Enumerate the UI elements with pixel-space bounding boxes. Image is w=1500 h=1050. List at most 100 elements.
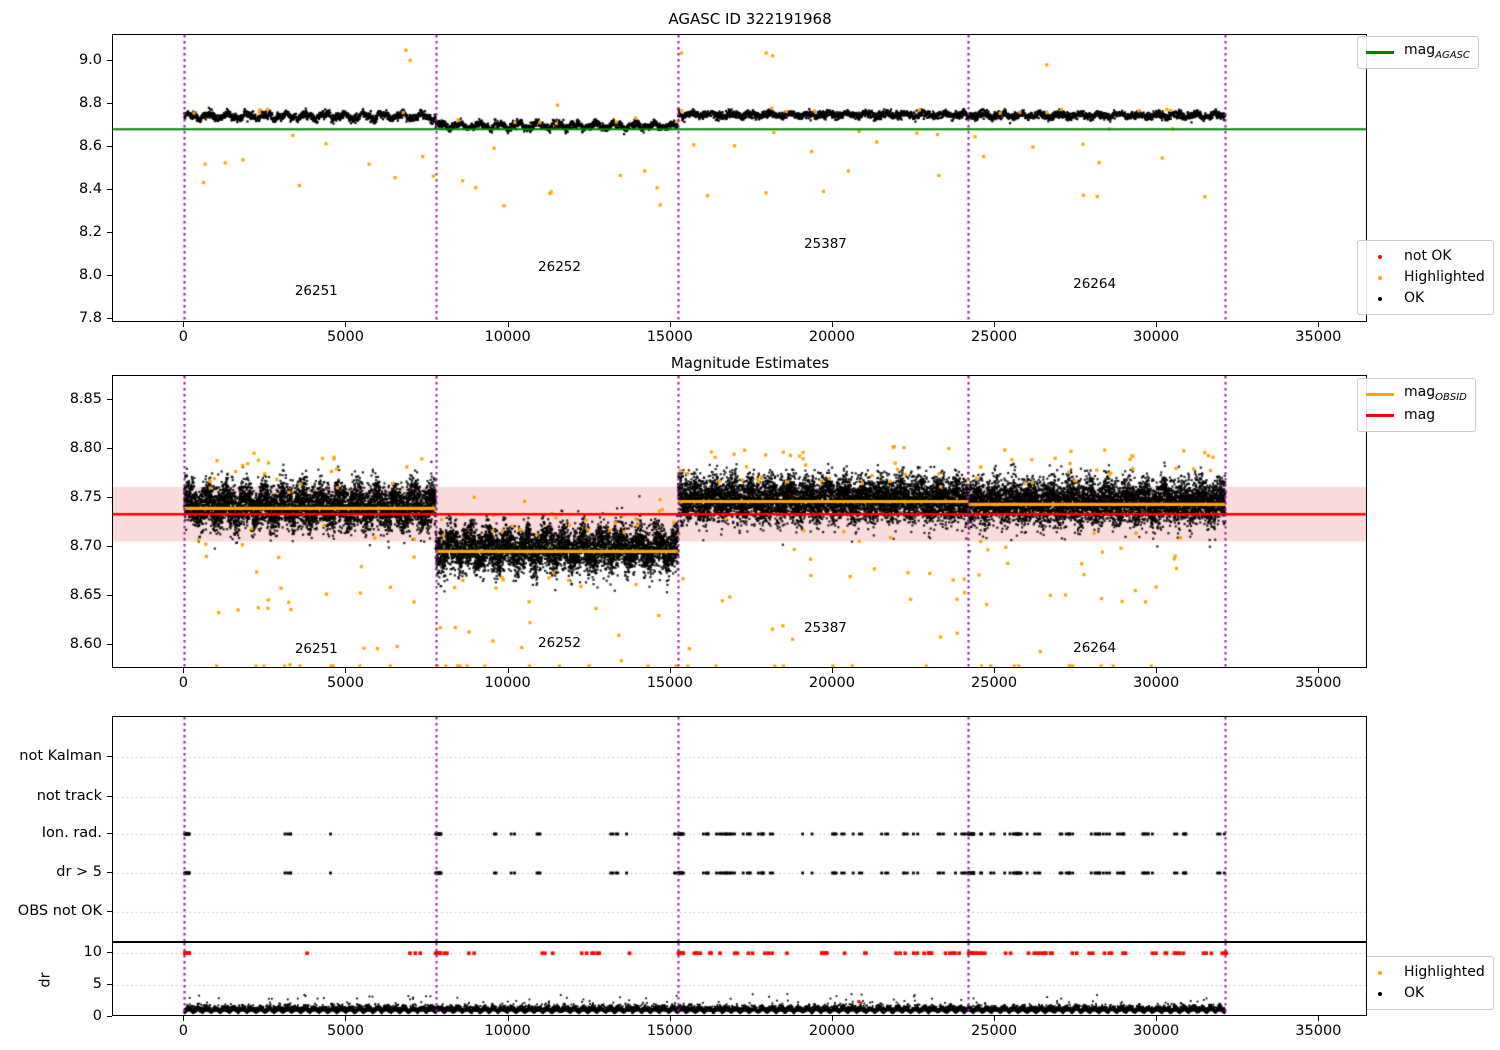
- top-scatter-canvas: [113, 35, 1366, 321]
- legend-item-ok-mid: OK: [1366, 983, 1485, 1004]
- y-tick-label: 7.8: [78, 309, 102, 326]
- legend-label-mag-obsid: magOBSID: [1404, 383, 1467, 403]
- legend-item-mag-obsid: magOBSID: [1366, 384, 1467, 405]
- obsid-label: 25387: [803, 619, 847, 636]
- legend-label-ok-mid: OK: [1404, 985, 1425, 1001]
- legend-item-highlighted-mid: Highlighted: [1366, 962, 1485, 983]
- black-dot-swatch-icon: [1366, 296, 1394, 301]
- green-line-swatch-icon: [1366, 51, 1394, 54]
- legend-label-mag-agasc: magAGASC: [1404, 41, 1470, 61]
- dr-y-tick-label: 5: [92, 976, 102, 993]
- y-tick-mark: [107, 594, 112, 596]
- y-tick-label: 8.60: [69, 635, 102, 652]
- legend-label-highlighted: Highlighted: [1404, 269, 1485, 285]
- legend-item-not-ok: not OK: [1366, 246, 1485, 267]
- flag-row-label: OBS not OK: [17, 903, 102, 919]
- x-tick-mark: [831, 668, 833, 673]
- x-tick-label: 30000: [1133, 675, 1180, 691]
- dr-y-tick-label: 0: [92, 1008, 102, 1024]
- legend-label-highlighted-mid: Highlighted: [1404, 964, 1485, 980]
- flags-axes: [112, 716, 1367, 942]
- obsid-label: 26252: [538, 259, 581, 276]
- x-tick-label: 20000: [808, 329, 855, 345]
- x-tick-label: 25000: [970, 329, 1018, 345]
- legend-item-ok: OK: [1366, 288, 1485, 309]
- x-tick-mark: [507, 668, 509, 673]
- x-tick-mark: [1318, 668, 1320, 673]
- x-tick-label: 30000: [1133, 1023, 1180, 1039]
- legend-sub-agasc: AGASC: [1435, 49, 1470, 61]
- x-tick-mark: [669, 1016, 671, 1021]
- x-tick-mark: [1156, 668, 1158, 673]
- y-tick-mark: [107, 102, 112, 104]
- top-legend-mag-agasc[interactable]: magAGASC: [1357, 36, 1479, 69]
- y-tick-mark: [107, 448, 112, 450]
- y-tick-label: 8.0: [78, 266, 102, 283]
- x-tick-mark: [183, 322, 185, 327]
- obsid-label: 26251: [294, 641, 338, 658]
- y-tick-label: 8.70: [69, 537, 102, 554]
- x-tick-mark: [994, 322, 996, 327]
- x-tick-label: 10000: [484, 1023, 531, 1039]
- middle-panel: Magnitude Estimates 8.60 8.65 8.70 8.75 8.80…: [0, 345, 1500, 1010]
- x-tick-label: 25000: [970, 675, 1018, 691]
- legend-sub-obsid: OBSID: [1435, 391, 1467, 403]
- obsid-label: 25387: [803, 235, 847, 252]
- dr-y-tick-mark: [107, 1016, 112, 1017]
- top-axes: [112, 34, 1367, 322]
- x-tick-mark: [183, 668, 185, 673]
- legend-item-mag: mag: [1366, 405, 1467, 426]
- y-tick-mark: [107, 643, 112, 645]
- y-tick-label: 8.8: [78, 94, 102, 111]
- y-tick-mark: [107, 59, 112, 61]
- legend-item-highlighted: Highlighted: [1366, 267, 1485, 288]
- x-tick-mark: [507, 322, 509, 327]
- y-tick-mark: [107, 317, 112, 319]
- x-tick-label: 35000: [1295, 329, 1342, 345]
- middle-axes: [112, 375, 1367, 668]
- flag-row-tick: [107, 833, 112, 834]
- x-tick-mark: [345, 322, 347, 327]
- y-tick-label: 8.6: [78, 137, 102, 154]
- y-tick-mark: [107, 274, 112, 276]
- flags-scatter-canvas: [113, 717, 1366, 941]
- red-dot-swatch-icon: [1366, 254, 1394, 259]
- flag-row-label: not Kalman: [19, 748, 102, 764]
- flag-row-label: not track: [36, 788, 102, 804]
- y-tick-label: 8.65: [69, 586, 102, 603]
- legend-label-mag: mag: [1404, 407, 1436, 423]
- middle-legend-markers[interactable]: Highlighted OK: [1357, 956, 1494, 1010]
- dr-y-tick-mark: [107, 952, 112, 954]
- y-tick-label: 8.85: [69, 391, 102, 408]
- x-tick-label: 25000: [970, 1023, 1018, 1039]
- x-tick-mark: [669, 668, 671, 673]
- dr-axis-label: dr: [37, 972, 54, 988]
- x-tick-mark: [507, 1016, 509, 1021]
- y-tick-label: 8.2: [78, 223, 102, 240]
- flag-row-tick: [107, 911, 112, 912]
- dr-y-tick-mark: [107, 984, 112, 986]
- dr-y-tick-label: 10: [83, 944, 102, 961]
- obsid-label: 26251: [294, 282, 338, 299]
- y-tick-mark: [107, 497, 112, 499]
- y-tick-mark: [107, 545, 112, 547]
- middle-legend-lines[interactable]: magOBSID mag: [1357, 378, 1476, 432]
- obsid-label: 26264: [1073, 276, 1117, 293]
- x-tick-label: 15000: [646, 675, 693, 691]
- x-tick-mark: [1156, 1016, 1158, 1021]
- x-tick-label: 30000: [1133, 329, 1180, 345]
- x-tick-mark: [1156, 322, 1158, 327]
- legend-item-mag-agasc: magAGASC: [1366, 42, 1470, 63]
- y-tick-mark: [107, 188, 112, 190]
- y-tick-label: 8.4: [78, 180, 102, 197]
- middle-panel-title: Magnitude Estimates: [670, 354, 830, 372]
- x-tick-label: 5000: [327, 1023, 364, 1039]
- x-tick-mark: [345, 1016, 347, 1021]
- obsid-label: 26252: [538, 634, 581, 651]
- y-tick-label: 9.0: [78, 51, 102, 68]
- top-legend-markers[interactable]: not OK Highlighted OK: [1357, 240, 1494, 315]
- bottom-panel: not Kalman not track Ion. rad. dr > 5 OBS no…: [0, 695, 1500, 1050]
- black-dot-swatch-icon: [1366, 991, 1394, 996]
- x-tick-mark: [831, 1016, 833, 1021]
